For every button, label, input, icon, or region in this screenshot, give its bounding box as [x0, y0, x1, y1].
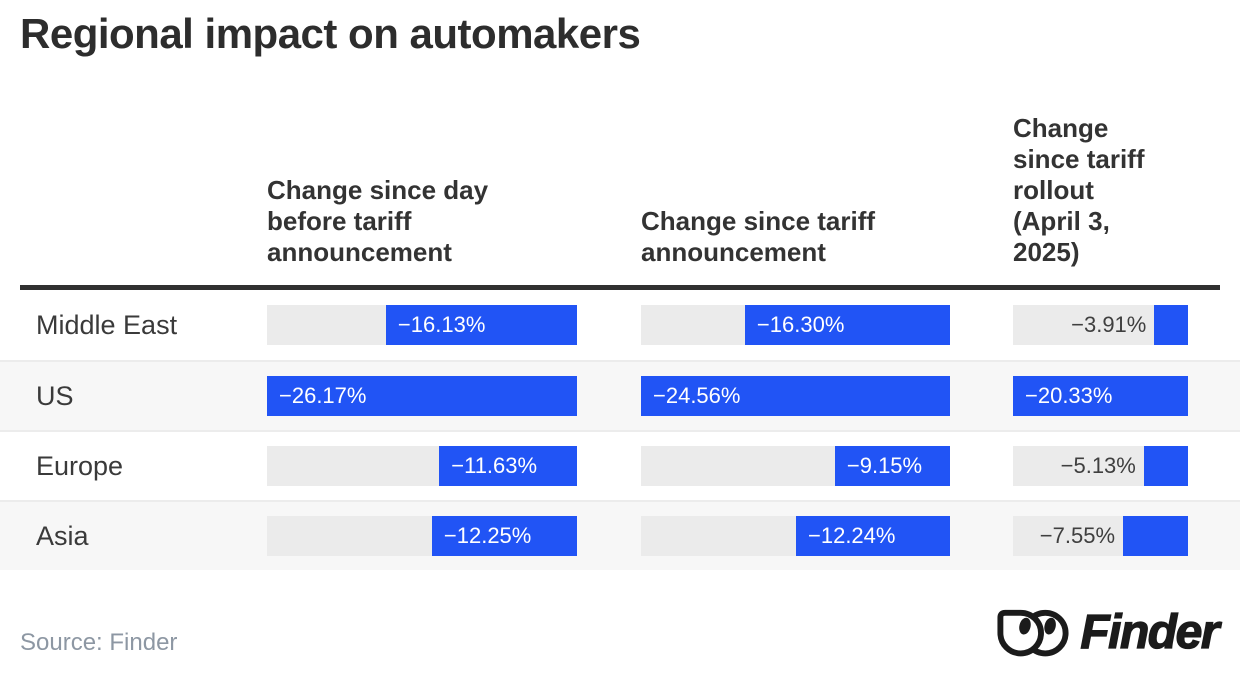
column-header-day-before: Change since day before tariff announcem…	[267, 175, 577, 268]
page-title: Regional impact on automakers	[20, 10, 641, 57]
bar: −11.63%	[439, 446, 577, 486]
header-rule	[20, 285, 1220, 290]
finder-wordmark: Finder	[1080, 605, 1220, 659]
bar	[1143, 446, 1188, 486]
bar-value-label: −9.15%	[846, 453, 923, 478]
table-header: Change since day before tariff announcem…	[0, 0, 1240, 268]
bar-value-label: −3.91%	[1071, 312, 1147, 337]
row-label: US	[36, 380, 74, 411]
bar-value-label: −7.55%	[1039, 523, 1116, 548]
bar	[1154, 305, 1188, 345]
table-body: Middle East −16.13% −16.30% −3.91% US −26.17%…	[0, 290, 1240, 570]
table-row: Middle East −16.13% −16.30% −3.91%	[0, 290, 1240, 360]
finder-goggles-icon	[997, 609, 1069, 657]
bar-track: −7.55%	[1013, 516, 1188, 556]
bar-track: −16.13%	[267, 305, 577, 345]
row-label: Middle East	[36, 309, 178, 340]
bar: −26.17%	[267, 376, 577, 416]
finder-logo: Finder	[995, 601, 1220, 663]
table-row: US −26.17% −24.56% −20.33%	[0, 360, 1240, 430]
column-header-label: Change since tariff announcement	[641, 206, 876, 267]
bar: −20.33%	[1013, 376, 1188, 416]
bar-cell: −26.17%	[267, 376, 577, 416]
bar-value-label: −12.25%	[443, 523, 532, 548]
row-label: Asia	[36, 520, 89, 551]
bar-cell: −9.15%	[641, 446, 950, 486]
bar-value-label: −5.13%	[1060, 453, 1136, 478]
column-header-label: Change since day before tariff announcem…	[267, 175, 489, 267]
bar-value-label: −16.13%	[397, 312, 486, 337]
bar-track: −16.30%	[641, 305, 950, 345]
bar-value-label: −24.56%	[653, 383, 741, 408]
bar-track: −11.63%	[267, 446, 577, 486]
bar-track: −9.15%	[641, 446, 950, 486]
bar-cell: −5.13%	[1013, 446, 1188, 486]
table-row: Asia −12.25% −12.24% −7.55%	[0, 500, 1240, 570]
bar-track: −20.33%	[1013, 376, 1188, 416]
column-header-announcement: Change since tariff announcement	[641, 206, 950, 268]
bar	[1123, 516, 1188, 556]
bar-cell: −16.30%	[641, 305, 950, 345]
bar-cell: −20.33%	[1013, 376, 1188, 416]
bar-value-label: −20.33%	[1025, 383, 1113, 408]
bar-value-label: −26.17%	[279, 383, 367, 408]
bar: −24.56%	[641, 376, 950, 416]
row-label: Europe	[36, 450, 124, 481]
bar-cell: −7.55%	[1013, 516, 1188, 556]
bar-track: −24.56%	[641, 376, 950, 416]
bar-track: −26.17%	[267, 376, 577, 416]
bar-cell: −24.56%	[641, 376, 950, 416]
bar-cell: −12.25%	[267, 516, 577, 556]
bar: −16.30%	[744, 305, 950, 345]
column-header-label: Change since tariff rollout (April 3, 20…	[1013, 113, 1145, 267]
source-note: Source: Finder	[20, 629, 178, 656]
bar-track: −3.91%	[1013, 305, 1188, 345]
bar-cell: −16.13%	[267, 305, 577, 345]
bar: −16.13%	[385, 305, 577, 345]
bar-value-label: −12.24%	[808, 523, 896, 548]
bar-track: −5.13%	[1013, 446, 1188, 486]
bar-cell: −12.24%	[641, 516, 950, 556]
bar-track: −12.25%	[267, 516, 577, 556]
table-row: Europe −11.63% −9.15% −5.13%	[0, 430, 1240, 500]
bar-cell: −11.63%	[267, 446, 577, 486]
bar-track: −12.24%	[641, 516, 950, 556]
bar-value-label: −11.63%	[451, 453, 538, 478]
bar-cell: −3.91%	[1013, 305, 1188, 345]
bar: −12.24%	[796, 516, 950, 556]
bar: −9.15%	[834, 446, 950, 486]
column-header-rollout: Change since tariff rollout (April 3, 20…	[1013, 113, 1188, 268]
bar: −12.25%	[431, 516, 577, 556]
bar-value-label: −16.30%	[756, 312, 845, 337]
